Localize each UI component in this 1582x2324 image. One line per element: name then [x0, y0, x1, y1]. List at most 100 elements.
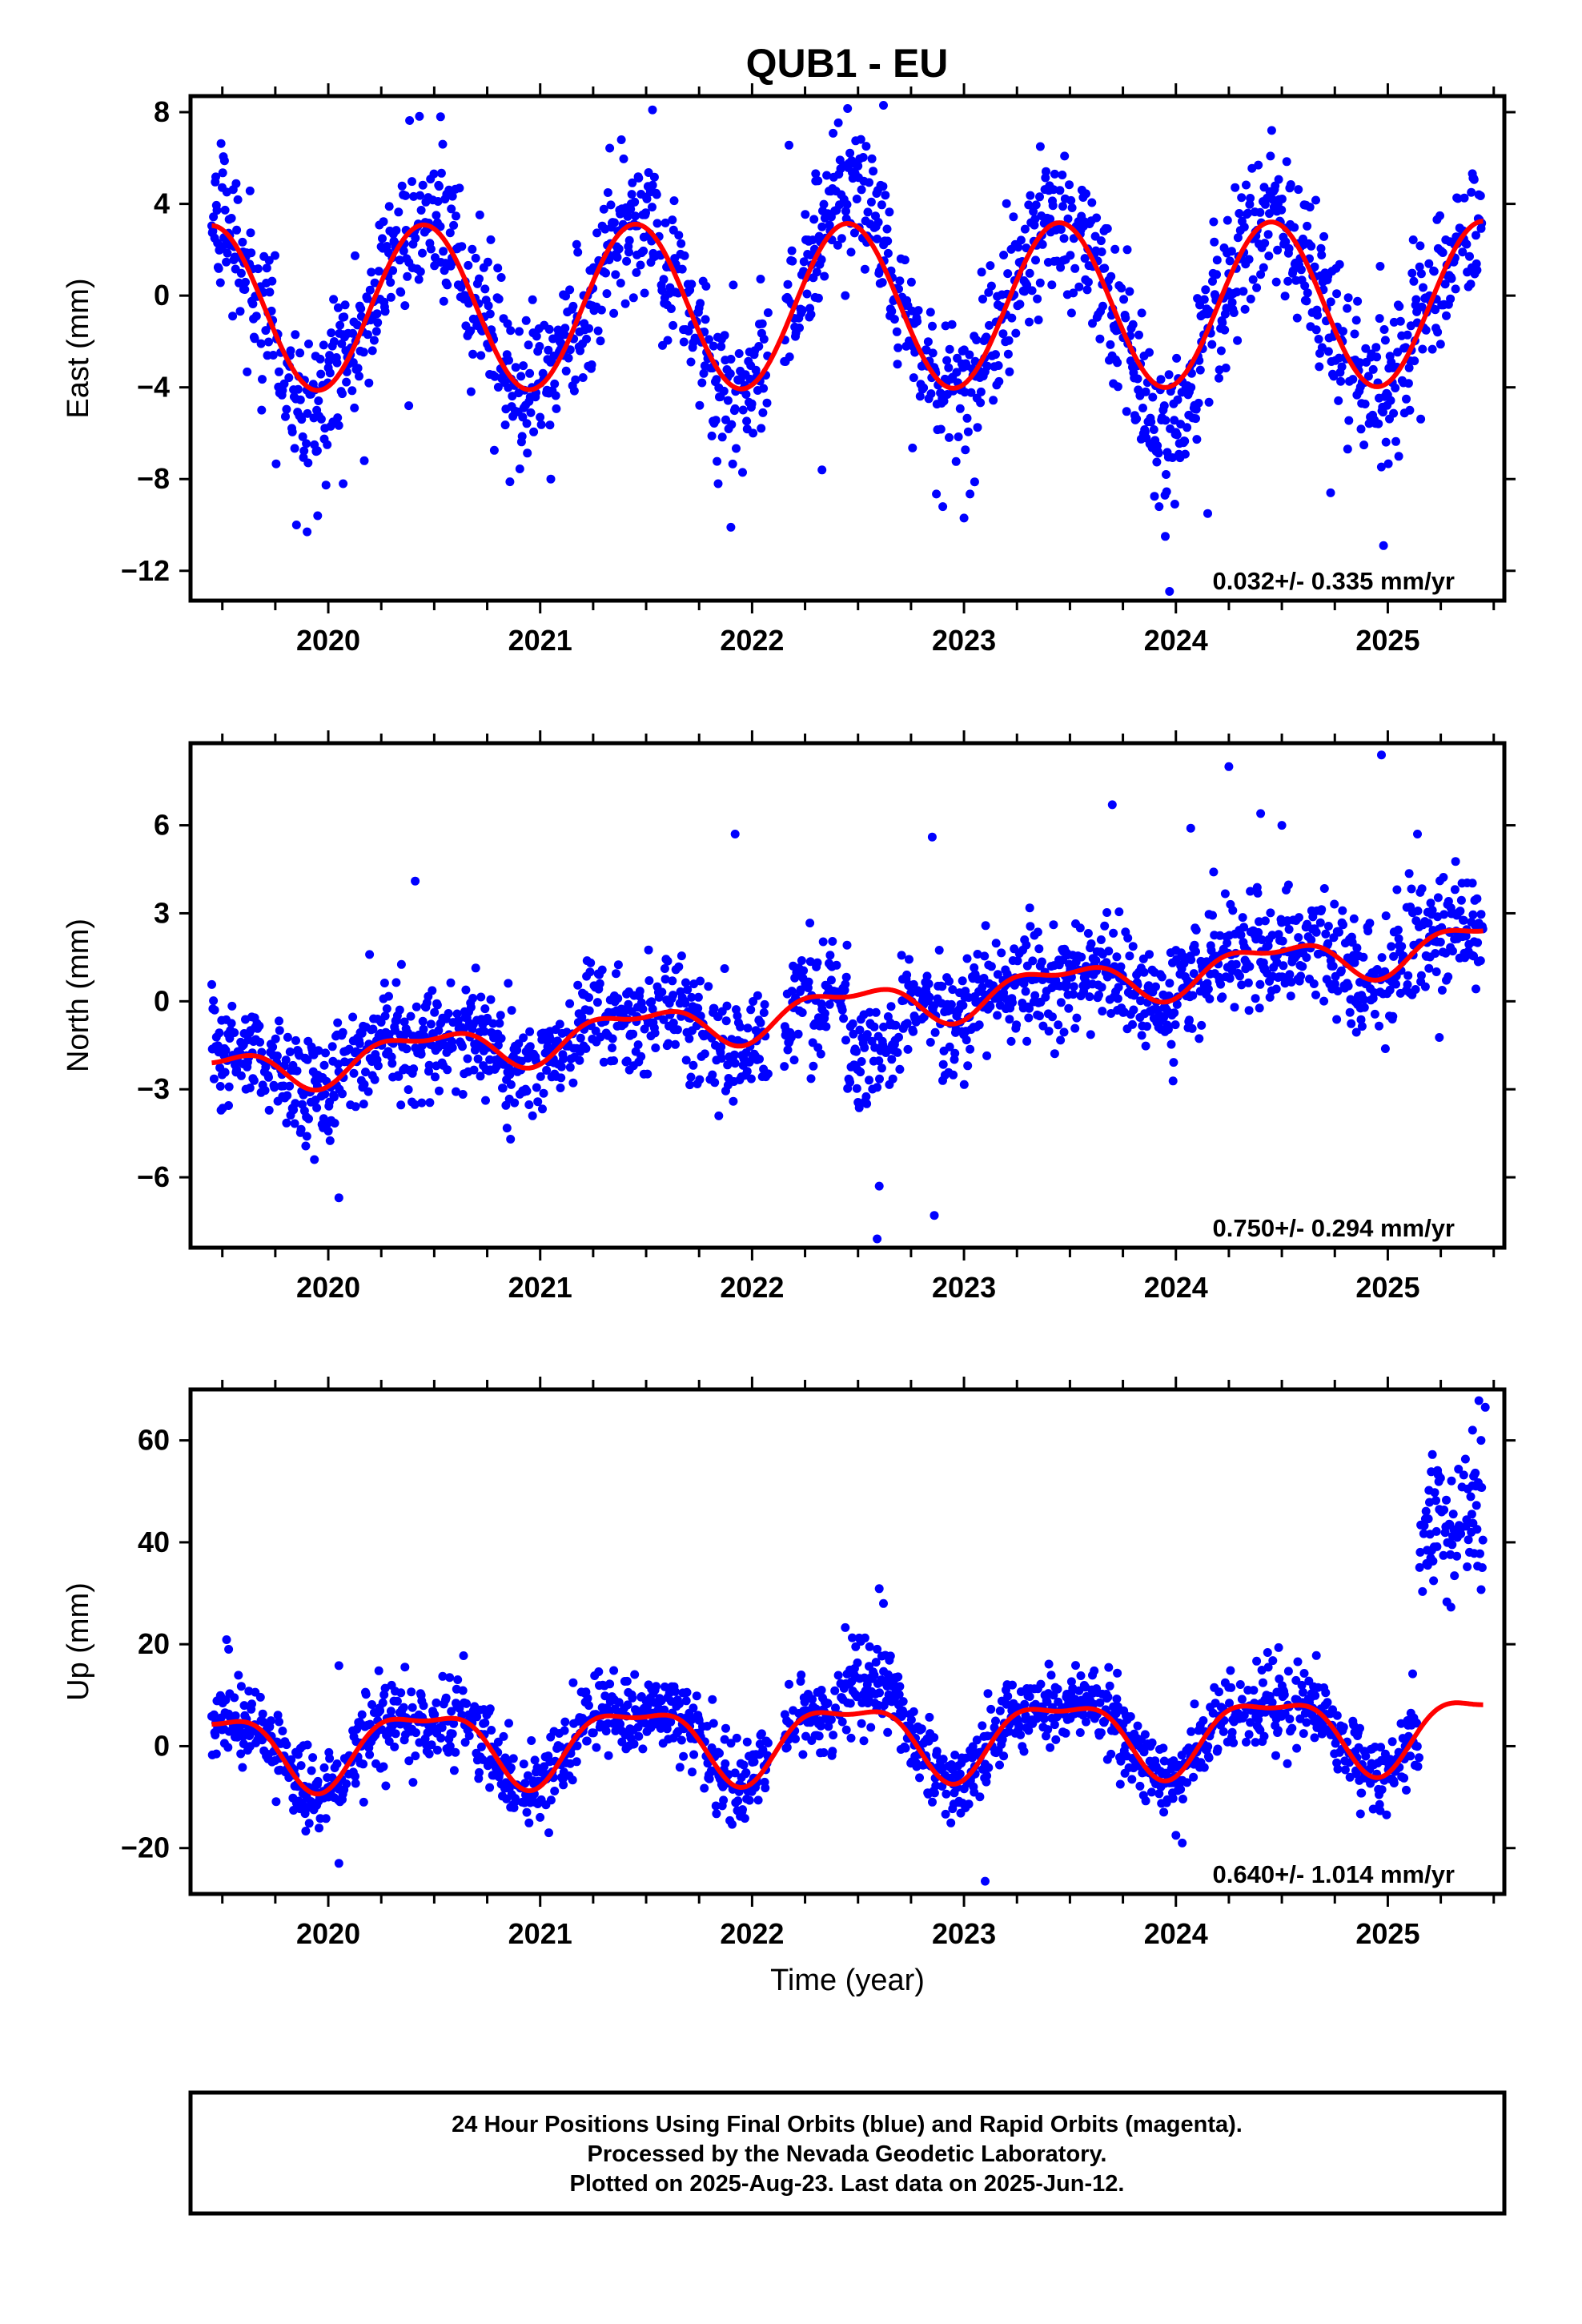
- east-point: [919, 383, 929, 392]
- east-point: [218, 168, 227, 178]
- east-point: [1395, 316, 1405, 326]
- up-point: [1140, 1730, 1150, 1739]
- east-point: [329, 337, 339, 346]
- east-point: [1170, 500, 1179, 509]
- up-point: [833, 1671, 843, 1680]
- north-point: [1244, 1006, 1254, 1015]
- north-point: [796, 985, 805, 995]
- up-point: [1127, 1775, 1137, 1784]
- east-point: [235, 307, 245, 316]
- east-point: [1227, 298, 1237, 308]
- north-point: [546, 1035, 556, 1044]
- east-point: [1150, 492, 1159, 501]
- east-point: [970, 477, 979, 487]
- east-point: [893, 343, 903, 352]
- up-point: [1019, 1747, 1029, 1756]
- east-point: [545, 420, 555, 430]
- east-point: [1305, 203, 1315, 212]
- east-point: [1440, 279, 1450, 289]
- east-point: [1248, 275, 1258, 284]
- up-point: [732, 1733, 741, 1743]
- up-point: [622, 1676, 632, 1686]
- north-point: [962, 954, 972, 963]
- east-point: [526, 408, 536, 417]
- east-point: [1343, 304, 1352, 313]
- east-point: [223, 248, 232, 258]
- north-x-tick-label: 2022: [720, 1271, 784, 1304]
- north-point: [797, 956, 806, 965]
- up-point: [662, 1724, 672, 1734]
- east-point: [601, 268, 610, 278]
- north-point: [325, 1136, 335, 1145]
- east-point: [1411, 295, 1421, 304]
- east-point: [1134, 330, 1143, 340]
- east-point: [639, 246, 648, 255]
- east-point: [1353, 296, 1363, 306]
- east-model-fit-line: [210, 219, 1485, 393]
- up-point: [386, 1707, 396, 1716]
- north-point: [826, 975, 836, 985]
- north-point: [613, 994, 623, 1003]
- east-point: [1199, 295, 1209, 304]
- north-point: [410, 1100, 420, 1109]
- east-point: [978, 295, 987, 304]
- east-point: [1100, 263, 1110, 273]
- east-point: [674, 231, 684, 240]
- up-point: [797, 1671, 806, 1679]
- north-outlier-point: [1413, 830, 1422, 838]
- east-point: [965, 350, 974, 360]
- north-point: [486, 995, 496, 1004]
- north-point: [1255, 979, 1265, 989]
- north-point: [514, 1039, 524, 1048]
- east-point: [926, 308, 935, 317]
- north-point: [321, 1048, 330, 1058]
- north-point: [301, 1141, 311, 1151]
- north-point: [1168, 1076, 1178, 1086]
- up-point: [278, 1727, 287, 1735]
- north-point: [476, 1072, 485, 1081]
- east-point: [325, 351, 335, 360]
- east-point: [439, 247, 448, 256]
- north-point: [1145, 950, 1154, 959]
- north-point: [533, 1097, 543, 1107]
- up-point: [719, 1795, 729, 1805]
- north-point: [1423, 919, 1433, 928]
- east-point: [319, 340, 328, 350]
- up-point: [978, 1721, 987, 1731]
- up-point: [814, 1731, 824, 1741]
- north-point: [559, 1054, 568, 1063]
- east-point: [1122, 245, 1132, 255]
- east-point: [1313, 311, 1323, 320]
- north-point: [1035, 1011, 1044, 1021]
- east-point: [1288, 266, 1298, 275]
- north-point: [938, 982, 947, 991]
- east-point: [1152, 457, 1162, 467]
- east-point: [370, 278, 379, 287]
- east-point: [386, 278, 396, 287]
- east-point: [1283, 276, 1293, 286]
- up-point: [1263, 1663, 1273, 1672]
- up-point: [1043, 1725, 1053, 1735]
- east-point: [1121, 313, 1130, 323]
- north-point: [428, 986, 437, 995]
- east-x-tick-label: 2022: [720, 624, 784, 657]
- east-point: [1096, 236, 1106, 246]
- east-point: [496, 273, 506, 282]
- north-point: [709, 1003, 719, 1013]
- north-point: [1420, 982, 1430, 991]
- east-point: [1310, 262, 1319, 271]
- north-point: [1033, 927, 1042, 937]
- east-point: [1074, 282, 1084, 292]
- north-point: [613, 960, 623, 970]
- east-point: [754, 342, 764, 351]
- up-point: [424, 1749, 434, 1759]
- east-point: [701, 281, 711, 291]
- east-point: [208, 227, 218, 235]
- east-point: [1208, 276, 1217, 286]
- north-outlier-point: [1277, 821, 1287, 830]
- east-point: [1416, 269, 1426, 279]
- east-point: [515, 327, 524, 336]
- east-point: [1416, 414, 1426, 424]
- east-point: [1065, 180, 1074, 190]
- north-point: [412, 1002, 421, 1011]
